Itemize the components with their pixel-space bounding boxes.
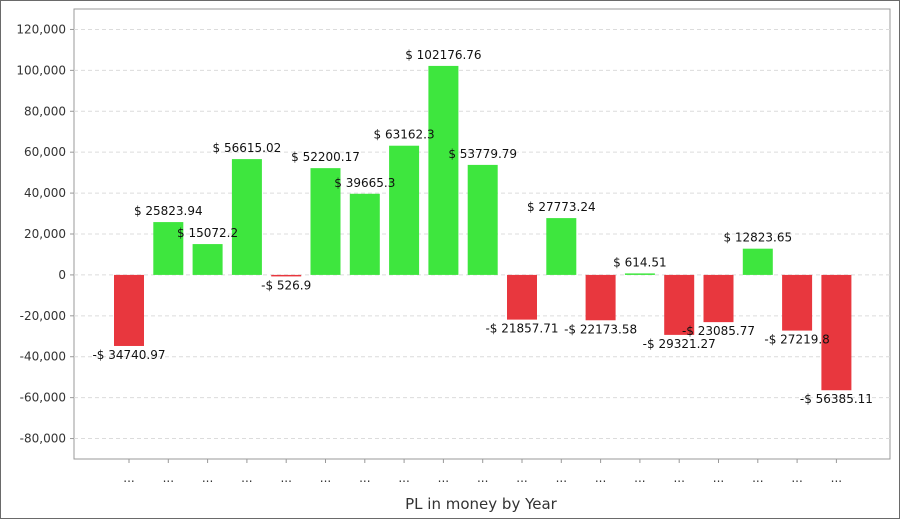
data-label: $ 12823.65 [723,231,792,245]
bar[interactable] [114,274,144,346]
bar[interactable] [428,65,459,275]
data-label: -$ 56385.11 [800,392,873,406]
y-tick-label: -40,000 [20,350,66,364]
x-tick-label: ... [634,471,645,485]
data-label: $ 25823.94 [134,204,203,218]
bar[interactable] [389,145,420,275]
x-tick-label: ... [791,471,802,485]
y-tick-label: 120,000 [16,22,66,36]
y-tick-label: 60,000 [24,145,66,159]
bar[interactable] [546,218,577,275]
bar[interactable] [703,274,734,323]
x-tick-label: ... [320,471,331,485]
bar[interactable] [349,193,380,275]
x-tick-label: ... [163,471,174,485]
data-label: -$ 29321.27 [643,337,716,351]
bar[interactable] [624,273,655,275]
data-label: -$ 21857.71 [485,322,558,336]
y-tick-label: 40,000 [24,186,66,200]
x-tick-label: ... [516,471,527,485]
data-label: $ 102176.76 [405,48,481,62]
data-labels: -$ 34740.97 $ 25823.94 $ 15072.2 $ 56615.02… [92,48,872,406]
y-tick-label: -20,000 [20,309,66,323]
x-axis-ticks: ........................................… [123,459,842,485]
x-tick-label: ... [831,471,842,485]
bar[interactable] [585,274,616,321]
x-tick-label: ... [556,471,567,485]
data-label: $ 15072.2 [177,226,238,240]
bar[interactable] [231,159,262,275]
x-tick-label: ... [202,471,213,485]
bar[interactable] [192,244,223,275]
bar[interactable] [467,164,498,275]
x-tick-label: ... [673,471,684,485]
y-tick-label: 20,000 [24,227,66,241]
x-axis-label: PL in money by Year [405,495,558,513]
data-label: $ 39665.3 [334,176,395,190]
data-label: -$ 34740.97 [92,348,165,362]
x-tick-label: ... [438,471,449,485]
x-tick-label: ... [280,471,291,485]
x-tick-label: ... [241,471,252,485]
y-tick-label: 80,000 [24,104,66,118]
x-tick-label: ... [398,471,409,485]
y-axis-ticks: 120,000 100,000 80,000 60,000 40,000 20,000 0 -… [16,22,74,446]
bar[interactable] [507,274,537,320]
x-tick-label: ... [752,471,763,485]
y-tick-label: -60,000 [20,391,66,405]
y-tick-label: 100,000 [16,63,66,77]
data-label: $ 53779.79 [448,147,517,161]
data-label: -$ 22173.58 [564,322,637,336]
y-tick-label: 0 [58,268,66,282]
x-tick-label: ... [713,471,724,485]
bar[interactable] [153,222,184,275]
x-tick-label: ... [595,471,606,485]
data-label: -$ 27219.8 [764,333,829,347]
data-label: $ 614.51 [613,255,666,269]
bar[interactable] [742,248,773,275]
x-tick-label: ... [123,471,134,485]
x-tick-label: ... [477,471,488,485]
data-label: $ 52200.17 [291,150,360,164]
bar[interactable] [782,274,813,331]
bar[interactable] [271,274,302,277]
bar[interactable] [310,168,341,275]
data-label: -$ 526.9 [261,278,311,292]
x-tick-label: ... [359,471,370,485]
data-label: -$ 23085.77 [682,324,755,338]
data-label: $ 63162.3 [374,128,435,142]
bars [114,65,852,391]
data-label: $ 56615.02 [213,141,282,155]
bar[interactable] [664,274,695,335]
y-tick-label: -80,000 [20,432,66,446]
grid-lines [73,8,891,460]
data-label: $ 27773.24 [527,200,596,214]
bar[interactable] [821,274,852,391]
